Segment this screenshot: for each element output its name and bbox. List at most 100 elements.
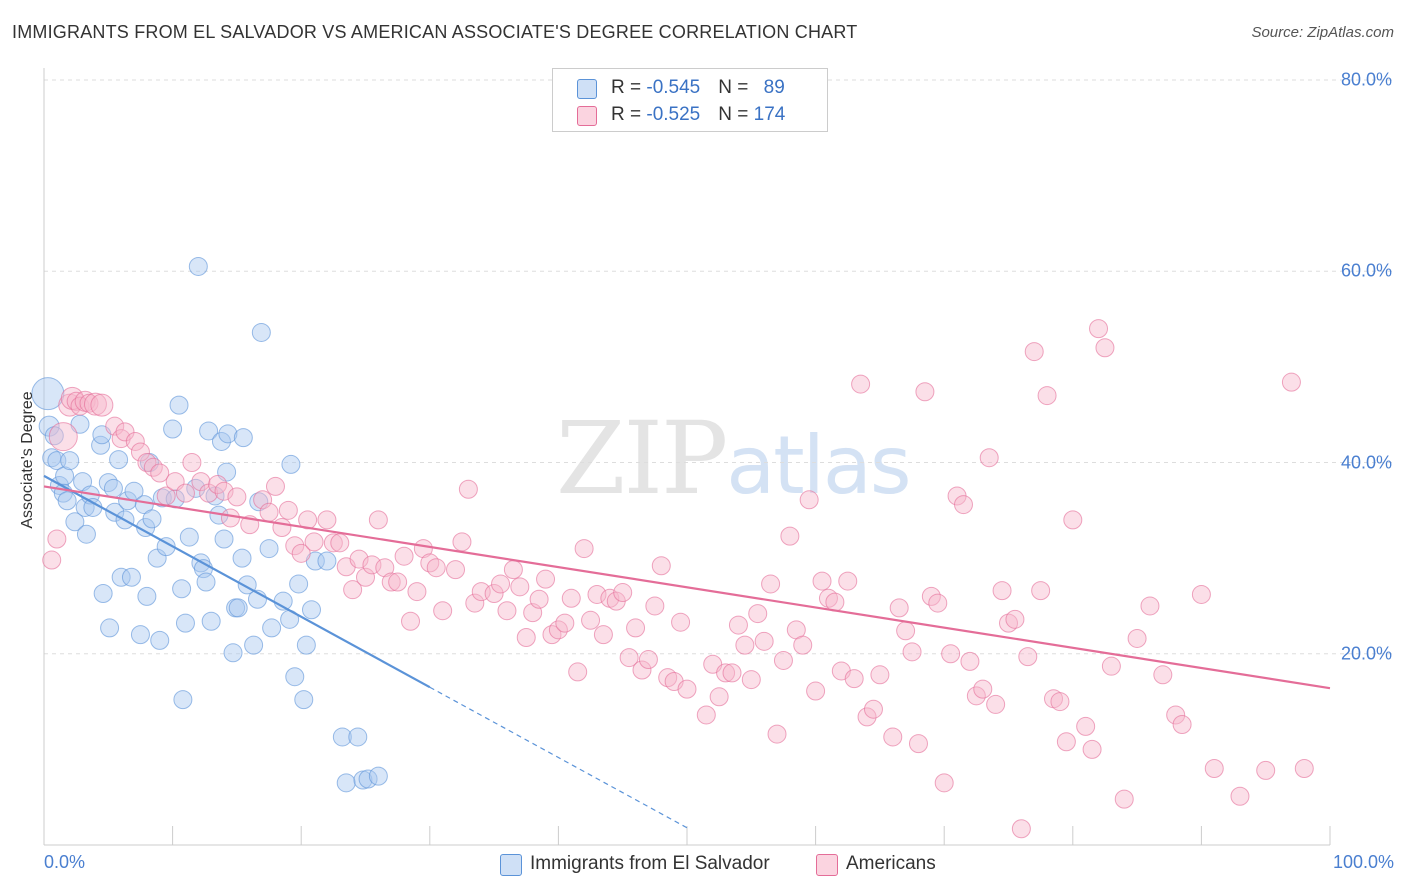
point-el-salvador — [196, 572, 216, 592]
point-americans — [278, 500, 298, 520]
point-americans — [613, 583, 633, 603]
point-americans — [83, 392, 107, 416]
point-el-salvador — [296, 635, 316, 655]
point-americans — [1076, 716, 1096, 736]
point-americans — [182, 453, 202, 472]
point-americans — [1056, 732, 1076, 752]
point-el-salvador — [353, 770, 373, 790]
point-americans — [388, 572, 408, 592]
point-el-salvador — [121, 567, 141, 587]
point-el-salvador — [251, 322, 271, 342]
point-el-salvador — [214, 529, 234, 549]
y-tick-label: 20.0% — [1340, 643, 1392, 664]
point-americans — [619, 648, 639, 668]
point-americans — [1281, 372, 1301, 392]
point-americans — [587, 584, 607, 604]
point-americans — [728, 615, 748, 635]
point-el-salvador — [317, 551, 337, 571]
point-americans — [413, 539, 433, 559]
y-tick-label: 40.0% — [1340, 452, 1392, 472]
point-americans — [272, 518, 292, 538]
point-americans — [465, 593, 485, 613]
legend-n-value: 89 — [763, 77, 785, 98]
point-americans — [696, 705, 716, 725]
chart-source: Source: ZipAtlas.com — [1251, 24, 1394, 41]
correlation-legend: R = -0.545 N = 89 R = -0.525 N = 174 — [552, 68, 828, 132]
y-axis-label: Associate's Degree — [19, 391, 36, 529]
point-americans — [1095, 338, 1115, 358]
point-el-salvador — [57, 491, 77, 511]
legend-r-value: -0.525 — [646, 104, 701, 125]
point-americans — [908, 734, 928, 754]
point-el-salvador — [109, 450, 129, 470]
point-el-salvador — [31, 377, 65, 411]
legend-swatch-americans — [577, 106, 597, 126]
point-el-salvador — [348, 727, 368, 747]
point-americans — [568, 662, 588, 682]
point-americans — [767, 724, 787, 744]
point-americans — [317, 510, 337, 530]
point-americans — [150, 463, 170, 483]
point-americans — [214, 481, 234, 501]
point-americans — [1037, 386, 1057, 406]
point-americans — [626, 618, 646, 638]
point-el-salvador — [218, 424, 238, 444]
point-el-salvador — [111, 567, 131, 587]
point-americans — [175, 483, 195, 503]
point-americans — [227, 487, 247, 507]
point-el-salvador — [100, 618, 120, 638]
point-el-salvador — [211, 431, 231, 451]
point-americans — [105, 416, 125, 436]
point-el-salvador — [179, 527, 199, 547]
point-americans — [253, 490, 273, 510]
point-el-salvador — [98, 473, 118, 493]
point-el-salvador — [76, 524, 96, 544]
point-americans — [761, 574, 781, 594]
point-americans — [368, 510, 388, 530]
point-americans — [48, 422, 78, 452]
point-americans — [1256, 760, 1276, 780]
point-americans — [799, 490, 819, 510]
point-americans — [90, 393, 114, 417]
point-americans — [407, 582, 427, 602]
point-el-salvador — [232, 548, 252, 568]
watermark: ZIPatlas — [556, 400, 912, 517]
point-americans — [593, 625, 613, 645]
point-americans — [47, 529, 67, 549]
point-americans — [323, 533, 343, 553]
point-el-salvador — [175, 613, 195, 633]
point-el-salvador — [55, 466, 75, 486]
point-americans — [375, 558, 395, 578]
legend-n-label: N = — [718, 104, 754, 125]
point-americans — [343, 580, 363, 600]
point-el-salvador — [201, 611, 221, 631]
point-americans — [1082, 739, 1102, 759]
point-americans — [426, 558, 446, 578]
point-americans — [1172, 715, 1192, 735]
point-el-salvador — [199, 421, 219, 441]
point-americans — [1011, 819, 1031, 839]
point-americans — [1031, 581, 1051, 601]
point-americans — [433, 601, 453, 621]
point-americans — [896, 621, 916, 641]
point-americans — [304, 532, 324, 552]
legend-r-value: -0.545 — [646, 77, 701, 98]
point-el-salvador — [169, 395, 189, 415]
point-americans — [394, 546, 414, 566]
point-el-salvador — [130, 625, 150, 645]
point-el-salvador — [65, 512, 85, 532]
y-tick-label: 80.0% — [1340, 69, 1392, 90]
point-americans — [645, 596, 665, 616]
point-el-salvador — [186, 478, 206, 498]
point-americans — [928, 593, 948, 613]
point-americans — [401, 611, 421, 631]
point-americans — [381, 572, 401, 592]
point-americans — [793, 635, 813, 655]
point-el-salvador — [368, 766, 388, 786]
point-americans — [953, 495, 973, 515]
point-americans — [748, 604, 768, 624]
point-americans — [722, 663, 742, 683]
watermark-atlas: atlas — [726, 419, 911, 512]
point-americans — [651, 556, 671, 576]
point-americans — [1018, 647, 1038, 667]
